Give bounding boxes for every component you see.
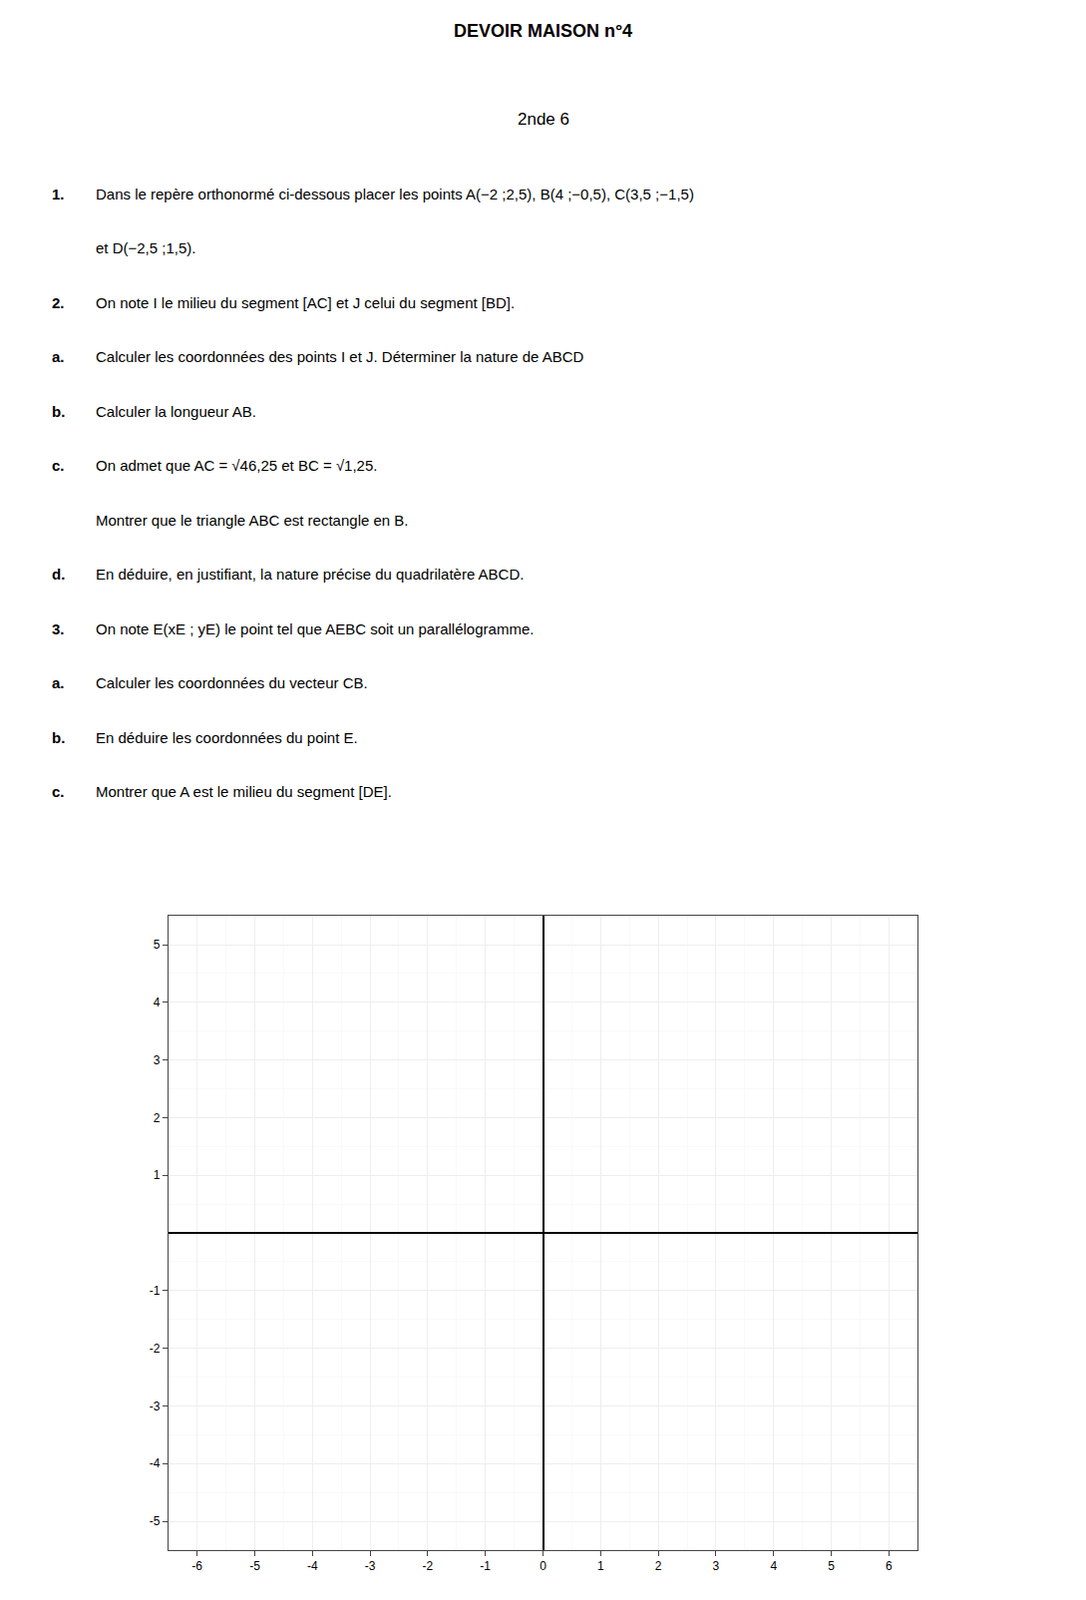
- svg-text:a.: a.: [51, 674, 65, 692]
- svg-text:c.: c.: [51, 782, 65, 800]
- svg-text:-2: -2: [149, 1341, 161, 1356]
- svg-text:2: 2: [153, 1110, 161, 1125]
- svg-text:a.: a.: [51, 348, 65, 365]
- svg-text:1.: 1.: [51, 185, 65, 203]
- svg-text:-3: -3: [364, 1558, 376, 1573]
- svg-text:On admet que AC = √46,25 et BC: On admet que AC = √46,25 et BC = √1,25.: [95, 456, 377, 474]
- svg-text:4: 4: [769, 1558, 777, 1573]
- svg-text:On note I le milieu du segment: On note I le milieu du segment [AC] et J…: [95, 294, 515, 312]
- svg-text:-5: -5: [149, 1513, 161, 1528]
- svg-text:5: 5: [827, 1558, 835, 1573]
- svg-text:Dans le repère orthonormé ci-d: Dans le repère orthonormé ci-dessous pla…: [95, 185, 695, 203]
- svg-text:Montrer que le triangle ABC es: Montrer que le triangle ABC est rectangl…: [95, 511, 409, 529]
- svg-text:-4: -4: [149, 1455, 161, 1470]
- svg-text:Calculer la longueur AB.: Calculer la longueur AB.: [95, 402, 257, 420]
- svg-text:4: 4: [153, 995, 161, 1010]
- svg-text:1: 1: [153, 1167, 161, 1182]
- svg-text:On note E(xE ; yE) le point te: On note E(xE ; yE) le point tel que AEBC…: [95, 620, 534, 638]
- svg-text:Montrer que A est le milieu du: Montrer que A est le milieu du segment […: [95, 782, 392, 800]
- svg-text:3.: 3.: [51, 620, 65, 638]
- svg-text:d.: d.: [51, 565, 65, 583]
- svg-text:Calculer les coordonnées des p: Calculer les coordonnées des points I et…: [95, 348, 585, 365]
- svg-text:6: 6: [885, 1558, 893, 1573]
- svg-text:Calculer les coordonnées du ve: Calculer les coordonnées du vecteur CB.: [95, 674, 368, 692]
- svg-text:3: 3: [153, 1053, 161, 1068]
- svg-text:-1: -1: [479, 1558, 491, 1573]
- svg-text:b.: b.: [51, 728, 65, 746]
- svg-text:2nde 6: 2nde 6: [517, 109, 570, 129]
- svg-text:1: 1: [597, 1558, 605, 1573]
- svg-text:DEVOIR MAISON n°4: DEVOIR MAISON n°4: [453, 20, 633, 41]
- svg-text:3: 3: [713, 1558, 721, 1573]
- svg-text:et D(−2,5 ;1,5).: et D(−2,5 ;1,5).: [95, 239, 196, 257]
- svg-text:En déduire les coordonnées du: En déduire les coordonnées du point E.: [95, 728, 359, 746]
- svg-text:2: 2: [655, 1558, 663, 1573]
- svg-text:c.: c.: [51, 456, 65, 474]
- svg-text:En déduire, en justifiant, la: En déduire, en justifiant, la nature pré…: [95, 565, 524, 583]
- svg-text:2.: 2.: [51, 294, 65, 312]
- svg-text:b.: b.: [51, 402, 65, 420]
- svg-text:-3: -3: [149, 1399, 161, 1414]
- svg-text:-6: -6: [191, 1558, 203, 1573]
- svg-text:0: 0: [539, 1558, 547, 1573]
- svg-text:-5: -5: [249, 1558, 261, 1573]
- svg-text:-1: -1: [149, 1283, 161, 1298]
- svg-text:-4: -4: [307, 1558, 319, 1573]
- svg-text:-2: -2: [422, 1558, 434, 1573]
- svg-text:5: 5: [153, 937, 161, 952]
